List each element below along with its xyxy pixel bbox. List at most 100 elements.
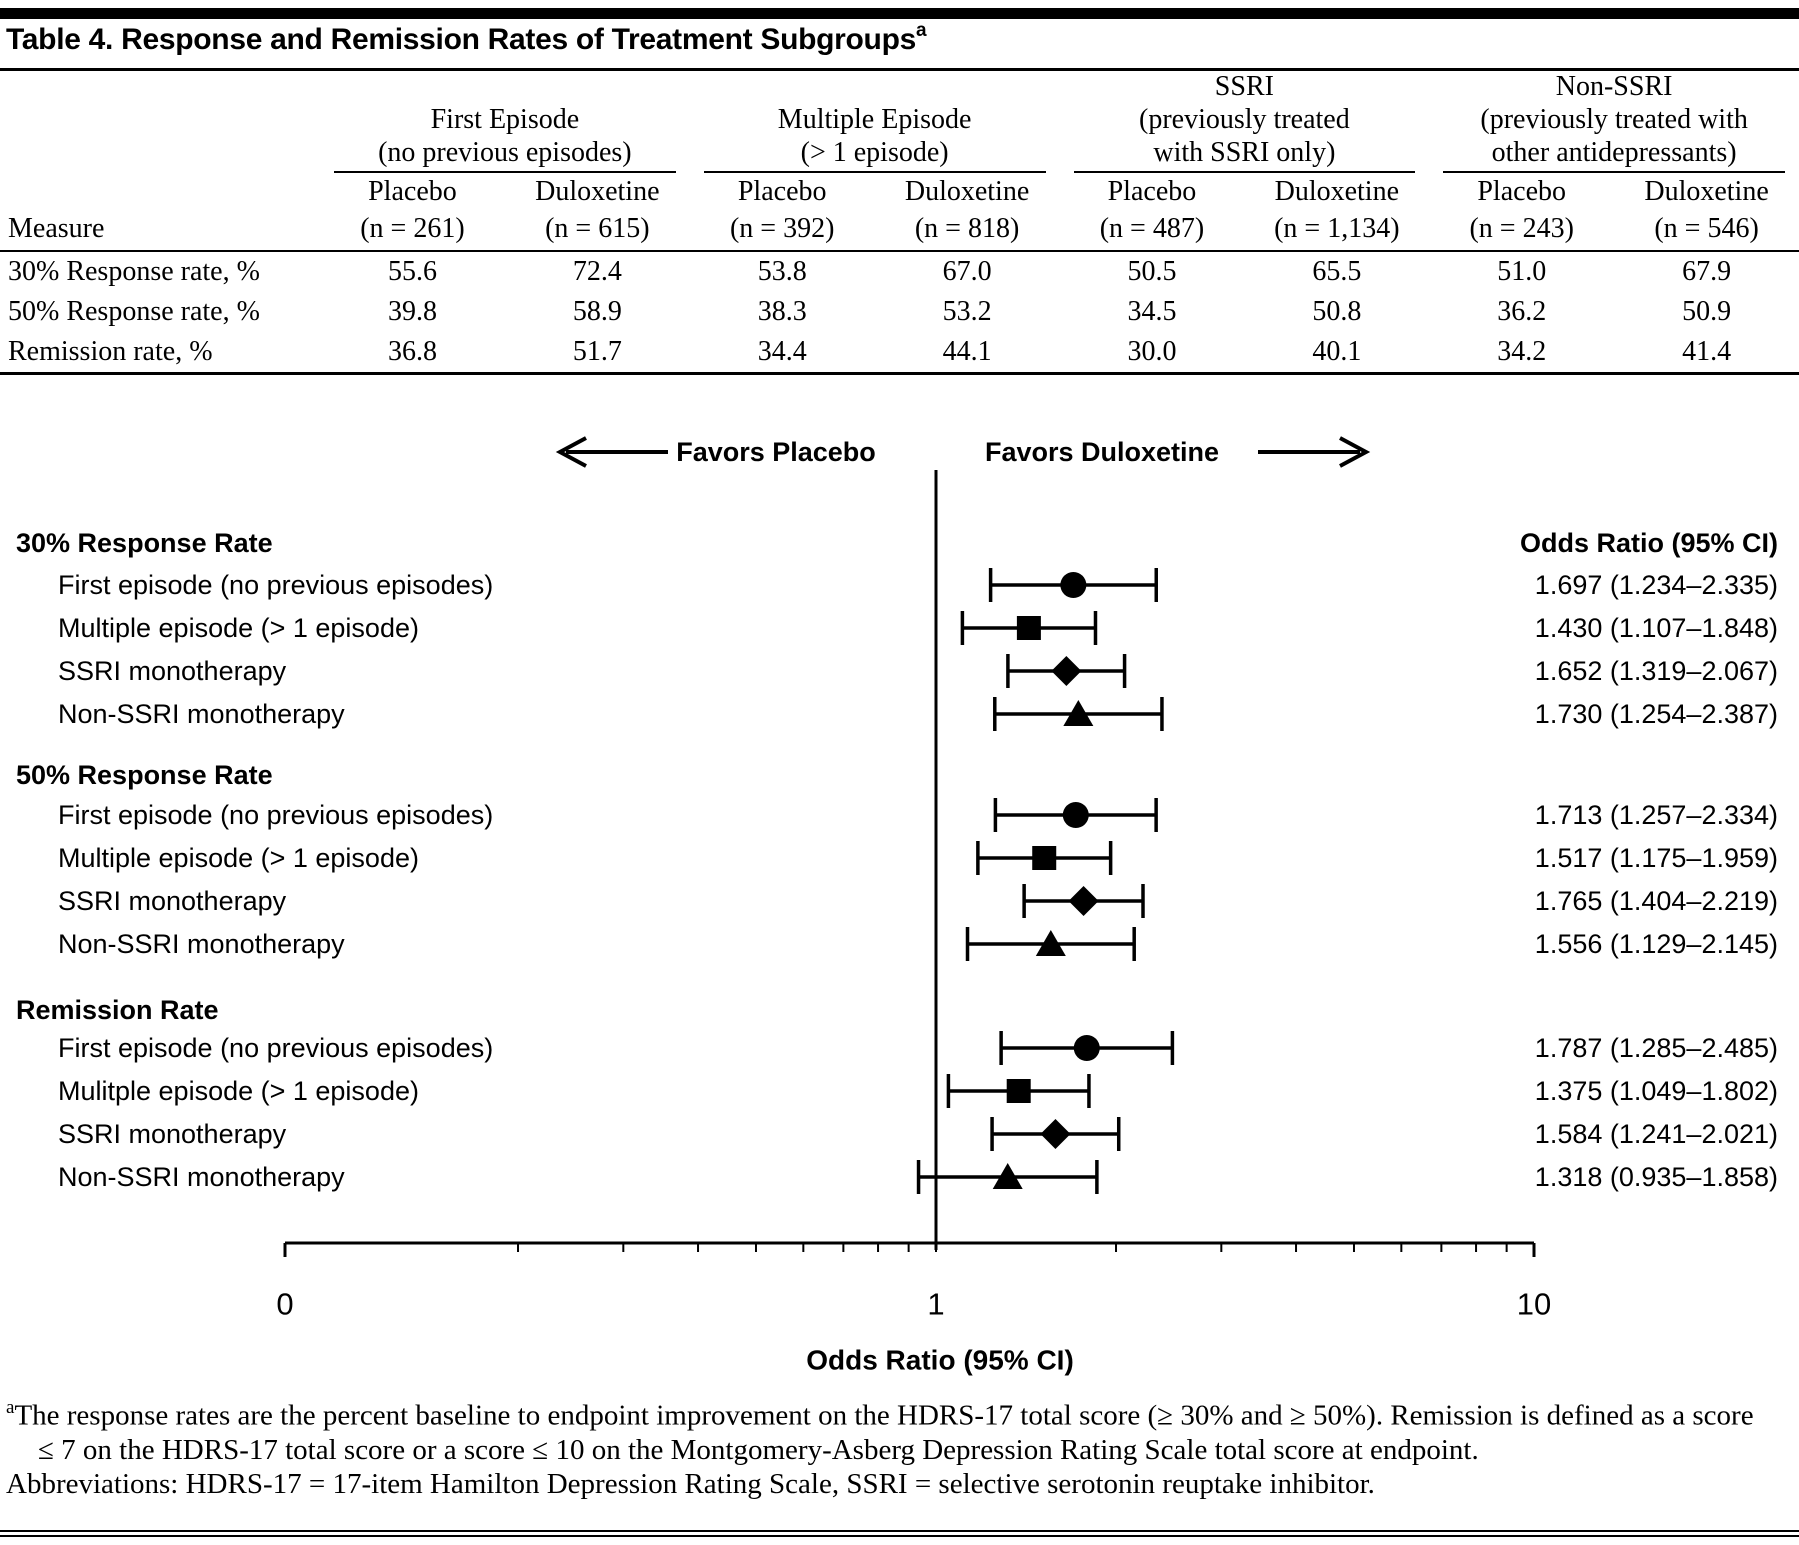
blank-cell (0, 173, 320, 211)
group-header-row: First Episode (no previous episodes) Mul… (0, 70, 1799, 173)
forest-row-label: Multiple episode (> 1 episode) (58, 613, 419, 643)
group-line: (no previous episodes) (378, 137, 632, 168)
odds-ratio-value: 1.730 (1.254–2.387) (1535, 699, 1778, 729)
group-line: Multiple Episode (777, 104, 972, 135)
row-label: 50% Response rate, % (8, 296, 260, 327)
forest-row-label: SSRI monotherapy (58, 656, 287, 686)
column-header: Placebo (1107, 176, 1197, 207)
table-cell: 36.2 (1497, 296, 1547, 327)
marker-diamond (1051, 656, 1082, 686)
footnote-text: The response rates are the percent basel… (14, 1399, 1754, 1466)
marker-diamond (1040, 1119, 1071, 1149)
group-line: (> 1 episode) (800, 137, 949, 168)
odds-ratio-value: 1.713 (1.257–2.334) (1535, 800, 1778, 830)
row-label: Remission rate, % (8, 336, 213, 367)
forest-row-label: Multiple episode (> 1 episode) (58, 843, 419, 873)
marker-circle (1062, 802, 1089, 828)
odds-ratio-value: 1.430 (1.107–1.848) (1535, 613, 1778, 643)
table-title-footnote-marker: a (915, 20, 927, 41)
forest-row-label: Non-SSRI monotherapy (58, 929, 345, 959)
section-header: 50% Response Rate (16, 760, 273, 790)
table-cell: 55.6 (387, 256, 437, 287)
table-cell: 50.8 (1312, 296, 1362, 327)
table-cell: 50.5 (1127, 256, 1177, 287)
marker-triangle (1035, 930, 1066, 956)
marker-circle (1073, 1035, 1100, 1061)
favors-left-label: Favors Placebo (676, 437, 876, 467)
table-cell: 39.8 (387, 296, 437, 327)
table-cell: 58.9 (572, 296, 622, 327)
sample-size: (n = 243) (1429, 211, 1615, 252)
forest-row-label: Mulitple episode (> 1 episode) (58, 1076, 419, 1106)
marker-triangle (992, 1163, 1023, 1189)
table-cell: 34.5 (1127, 296, 1177, 327)
table-row: 30% Response rate, % 55.6 72.4 53.8 67.0… (0, 251, 1799, 292)
odds-ratio-value: 1.652 (1.319–2.067) (1535, 656, 1778, 686)
axis-tick-label: 10 (1517, 1287, 1551, 1322)
group-line: SSRI (1214, 71, 1274, 102)
table-cell: 38.3 (757, 296, 807, 327)
table-row: 50% Response rate, % 39.8 58.9 38.3 53.2… (0, 292, 1799, 332)
odds-ratio-value: 1.584 (1.241–2.021) (1535, 1119, 1778, 1149)
odds-ratio-value: 1.375 (1.049–1.802) (1535, 1076, 1778, 1106)
sample-size: (n = 392) (689, 211, 875, 252)
group-line: (previously treated (1139, 104, 1350, 135)
column-header: Placebo (737, 176, 827, 207)
table-cell: 44.1 (942, 336, 992, 367)
group-line: with SSRI only) (1153, 137, 1336, 168)
forest-row-label: SSRI monotherapy (58, 886, 287, 916)
axis-tick-label: 0 (276, 1287, 293, 1322)
forest-row-label: Non-SSRI monotherapy (58, 1162, 345, 1192)
favors-placebo-arrow-icon (555, 436, 668, 468)
table-cell: 50.9 (1682, 296, 1732, 327)
group-line: Non-SSRI (1555, 71, 1673, 102)
table-cell: 41.4 (1682, 336, 1732, 367)
favors-right-label: Favors Duloxetine (985, 437, 1219, 467)
sample-size-row: Measure (n = 261) (n = 615) (n = 392) (n… (0, 211, 1799, 252)
odds-ratio-value: 1.556 (1.129–2.145) (1535, 929, 1778, 959)
forest-row-label: First episode (no previous episodes) (58, 1033, 493, 1063)
marker-diamond (1068, 886, 1099, 916)
forest-row-label: First episode (no previous episodes) (58, 570, 493, 600)
axis-title: Odds Ratio (95% CI) (806, 1345, 1074, 1376)
section-header: Remission Rate (16, 995, 219, 1025)
forest-row-label: First episode (no previous episodes) (58, 800, 493, 830)
bottom-rule (0, 1530, 1799, 1537)
forest-plot: Favors Placebo Favors Duloxetine Odds Rati… (16, 436, 1778, 1376)
column-header: Duloxetine (535, 176, 660, 207)
odds-ratio-value: 1.318 (0.935–1.858) (1535, 1162, 1778, 1192)
forest-row-label: SSRI monotherapy (58, 1119, 287, 1149)
row-label: 30% Response rate, % (8, 256, 260, 287)
section-header: 30% Response Rate (16, 528, 273, 558)
axis-tick-label: 1 (927, 1287, 944, 1322)
group-header-multiple-episode: Multiple Episode (> 1 episode) (690, 70, 1060, 173)
table-cell: 51.7 (572, 336, 622, 367)
table-cell: 34.4 (757, 336, 807, 367)
table-title: Table 4. Response and Remission Rates of… (0, 20, 1799, 71)
forest-row-label: Non-SSRI monotherapy (58, 699, 345, 729)
group-line: (previously treated with (1480, 104, 1748, 135)
column-header: Duloxetine (904, 176, 1030, 207)
sample-size: (n = 1,134) (1244, 211, 1430, 252)
sample-size: (n = 615) (504, 211, 690, 252)
table-cell: 53.2 (942, 296, 992, 327)
footnote-marker: a (6, 1397, 15, 1418)
sample-size: (n = 261) (320, 211, 505, 252)
sample-size: (n = 818) (874, 211, 1060, 252)
table-cell: 30.0 (1127, 336, 1177, 367)
table-cell: 67.9 (1682, 256, 1732, 287)
table-cell: 36.8 (387, 336, 437, 367)
marker-square (1006, 1079, 1031, 1103)
table-cell: 72.4 (572, 256, 622, 287)
marker-triangle (1063, 700, 1094, 726)
table-cell: 53.8 (757, 256, 807, 287)
group-header-ssri: SSRI (previously treated with SSRI only) (1060, 70, 1430, 173)
marker-circle (1060, 572, 1087, 598)
odds-ratio-value: 1.517 (1.175–1.959) (1535, 843, 1778, 873)
footnote-a: aThe response rates are the percent base… (6, 1392, 1766, 1467)
odds-ratio-value: 1.787 (1.285–2.485) (1535, 1033, 1778, 1063)
group-header-non-ssri: Non-SSRI (previously treated with other … (1429, 70, 1799, 173)
favors-duloxetine-arrow-icon (1258, 436, 1371, 468)
group-line: First Episode (430, 104, 580, 135)
